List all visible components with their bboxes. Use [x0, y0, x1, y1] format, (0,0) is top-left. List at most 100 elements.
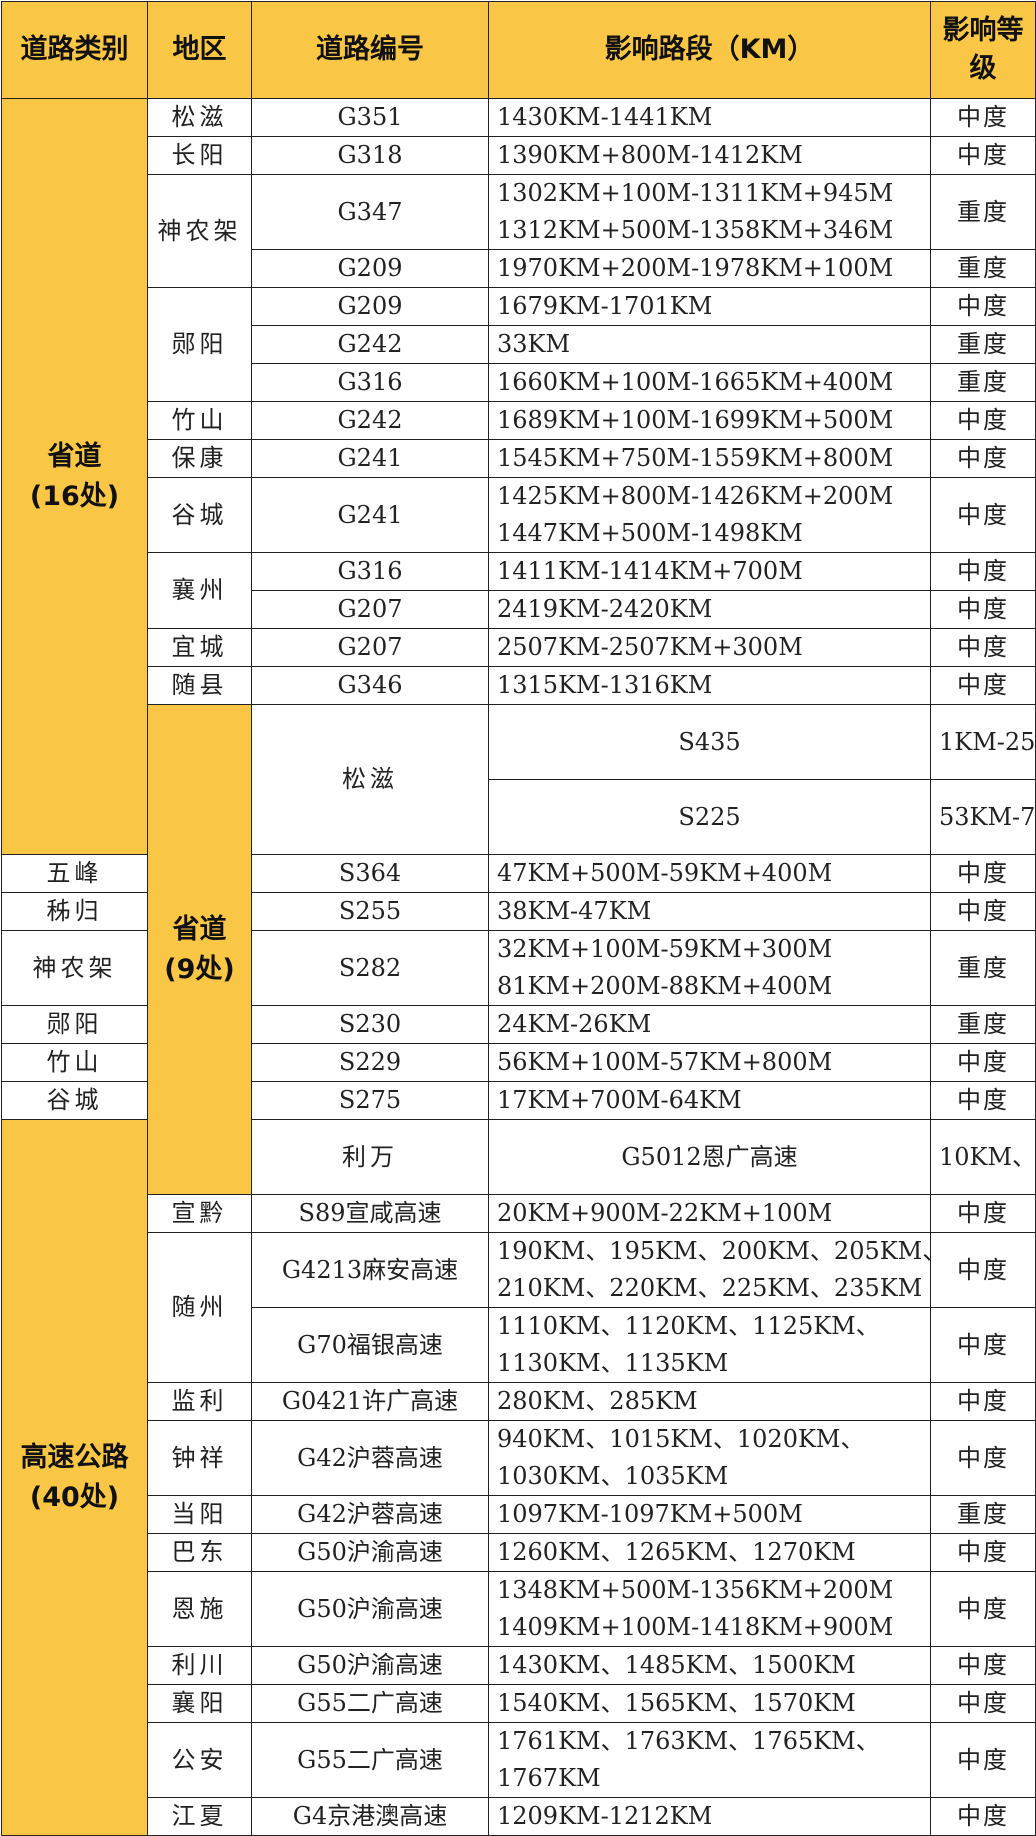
road-number-cell: G241: [251, 439, 489, 478]
road-number-cell: S364: [251, 854, 489, 893]
segment-line: 24KM-26KM: [497, 1010, 652, 1038]
impact-level-cell: 中度: [930, 892, 1036, 931]
region-cell: 保康: [147, 439, 252, 478]
segment-line: 2507KM-2507KM+300M: [497, 633, 803, 661]
road-number-cell: G55二广高速: [251, 1684, 489, 1723]
category-name: 高速公路: [20, 1441, 129, 1473]
table-row: G70福银高速 1110KM、1120KM、1125KM、 1130KM、1135K…: [2, 1307, 1036, 1383]
table-row: 随县 G346 1315KM-1316KM 中度: [2, 666, 1036, 705]
segment-line: 1430KM、1485KM、1500KM: [497, 1651, 856, 1679]
table-row: 利川 G50沪渝高速 1430KM、1485KM、1500KM 中度: [2, 1646, 1036, 1685]
region-cell: 竹山: [147, 401, 252, 440]
impact-level-cell: 中度: [930, 287, 1036, 326]
road-number-cell: G55二广高速: [251, 1722, 489, 1798]
road-number-cell: G346: [251, 666, 489, 705]
segment-cell: 1660KM+100M-1665KM+400M: [488, 363, 931, 402]
region-cell: 利川: [147, 1646, 252, 1685]
impact-level-cell: 中度: [930, 98, 1036, 137]
impact-level-cell: 中度: [930, 666, 1036, 705]
impact-level-cell: 中度: [930, 854, 1036, 893]
region-cell: 江夏: [147, 1797, 252, 1836]
impact-level-cell: 中度: [930, 439, 1036, 478]
impact-level-cell: 中度: [930, 1307, 1036, 1383]
segment-line: 1689KM+100M-1699KM+500M: [497, 406, 894, 434]
road-number-cell: G42沪蓉高速: [251, 1420, 489, 1496]
segment-cell: 32KM+100M-59KM+300M 81KM+200M-88KM+400M: [488, 930, 931, 1006]
segment-line: 1260KM、1265KM、1270KM: [497, 1538, 856, 1566]
impact-level-cell: 中度: [930, 628, 1036, 667]
road-number-cell: G241: [251, 477, 489, 553]
segment-cell: 280KM、285KM: [488, 1382, 931, 1421]
category-cell: 高速公路 (40处): [1, 1119, 148, 1836]
segment-cell: 1761KM、1763KM、1765KM、 1767KM: [488, 1722, 931, 1798]
header-region: 地区: [147, 1, 252, 99]
table-row: 当阳 G42沪蓉高速 1097KM-1097KM+500M 重度: [2, 1495, 1036, 1534]
segment-line: 1348KM+500M-1356KM+200M: [497, 1576, 894, 1604]
segment-cell: 1430KM-1441KM: [488, 98, 931, 137]
region-cell: 巴东: [147, 1533, 252, 1572]
segment-line: 1097KM-1097KM+500M: [497, 1500, 803, 1528]
table-row: 郧阳 G209 1679KM-1701KM 中度: [2, 287, 1036, 402]
impact-level-cell: 中度: [930, 401, 1036, 440]
impact-level-cell: 中度: [930, 136, 1036, 175]
segment-line: 190KM、195KM、200KM、205KM、: [497, 1237, 931, 1265]
impact-level-cell: 中度: [930, 1194, 1036, 1233]
road-number-cell: S230: [251, 1005, 489, 1044]
road-number-cell: G70福银高速: [251, 1307, 489, 1383]
table-row: G207 2419KM-2420KM 中度: [2, 590, 1036, 629]
segment-cell: 1302KM+100M-1311KM+945M 1312KM+500M-1358K…: [488, 174, 931, 250]
segment-line: 20KM+900M-22KM+100M: [497, 1199, 833, 1227]
region-cell: 竹山: [1, 1043, 148, 1082]
segment-line: 1KM-25KM: [939, 727, 1036, 756]
segment-line: 1315KM-1316KM: [497, 671, 713, 699]
table-row: G209 1970KM+200M-1978KM+100M 重度: [2, 249, 1036, 288]
segment-line: 2419KM-2420KM: [497, 595, 713, 623]
segment-cell: 1411KM-1414KM+700M: [488, 552, 931, 591]
header-level: 影响等级: [930, 1, 1036, 99]
region-cell: 谷城: [1, 1081, 148, 1120]
category-count: (16处): [29, 480, 120, 512]
segment-line: 1030KM、1035KM: [497, 1462, 729, 1490]
region-cell: 当阳: [147, 1495, 252, 1534]
table-row: 郧阳 S230 24KM-26KM 重度: [1, 1005, 1036, 1044]
road-number-cell: G318: [251, 136, 489, 175]
impact-level-cell: 中度: [930, 1684, 1036, 1723]
road-number-cell: G316: [251, 363, 489, 402]
table-row: 巴东 G50沪渝高速 1260KM、1265KM、1270KM 中度: [2, 1533, 1036, 1572]
segment-line: 1679KM-1701KM: [497, 292, 713, 320]
segment-cell: 20KM+900M-22KM+100M: [488, 1194, 931, 1233]
road-number-cell: S89宣咸高速: [251, 1194, 489, 1233]
impact-level-cell: 中度: [930, 1382, 1036, 1421]
segment-line: 210KM、220KM、225KM、235KM: [497, 1274, 923, 1302]
segment-cell: 1679KM-1701KM: [488, 287, 931, 326]
segment-cell: 24KM-26KM: [488, 1005, 931, 1044]
impact-level-cell: 中度: [930, 1571, 1036, 1647]
segment-cell: 1430KM、1485KM、1500KM: [488, 1646, 931, 1685]
table-row: 神农架 G347 1302KM+100M-1311KM+945M 1312KM+500…: [2, 174, 1036, 288]
road-number-cell: S225: [488, 779, 931, 855]
impact-level-cell: 重度: [930, 1495, 1036, 1534]
segment-cell: 2419KM-2420KM: [488, 590, 931, 629]
region-cell: 谷城: [147, 477, 252, 553]
segment-line: 1545KM+750M-1559KM+800M: [497, 444, 894, 472]
impact-level-cell: 中度: [930, 477, 1036, 553]
region-cell: 松滋: [147, 98, 252, 137]
segment-cell: 53KM-70KM: [930, 779, 1036, 855]
segment-line: 81KM+200M-88KM+400M: [497, 972, 833, 1000]
region-cell: 恩施: [147, 1571, 252, 1647]
region-cell: 监利: [147, 1382, 252, 1421]
segment-line: 1312KM+500M-1358KM+346M: [497, 216, 894, 244]
table-row: 钟祥 G42沪蓉高速 940KM、1015KM、1020KM、 1030KM、1035…: [2, 1420, 1036, 1496]
road-number-cell: G207: [251, 590, 489, 629]
table-row: 秭归 S255 38KM-47KM 中度: [1, 892, 1036, 931]
impact-level-cell: 重度: [930, 930, 1036, 1006]
road-number-cell: G50沪渝高速: [251, 1533, 489, 1572]
category-count: (9处): [164, 953, 235, 985]
segment-cell: 1260KM、1265KM、1270KM: [488, 1533, 931, 1572]
segment-cell: 1KM-25KM: [930, 704, 1036, 780]
region-cell: 郧阳: [147, 287, 252, 402]
segment-cell: 1540KM、1565KM、1570KM: [488, 1684, 931, 1723]
